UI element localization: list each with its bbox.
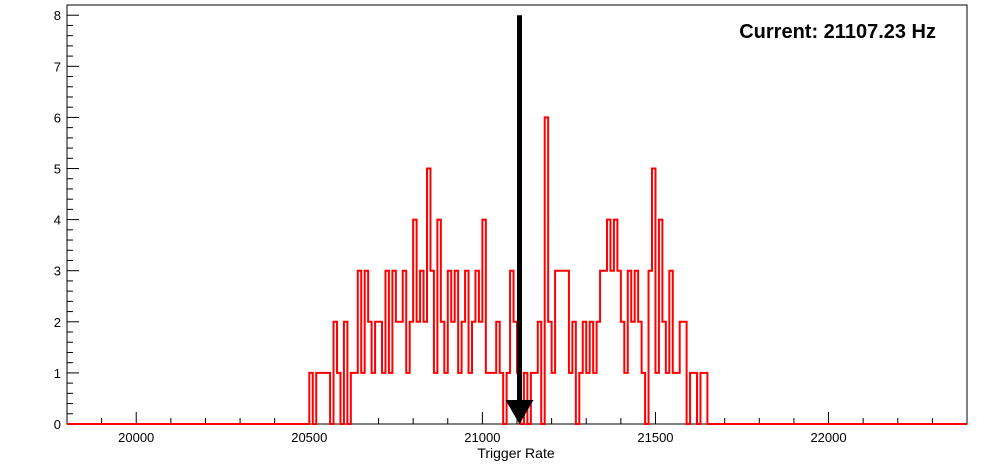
histogram-bin (389, 373, 392, 424)
x-tick-label: 21000 (464, 430, 500, 445)
histogram-bin (676, 373, 679, 424)
histogram-bin (604, 271, 607, 424)
histogram-bin (673, 373, 676, 424)
histogram-series (67, 116, 967, 425)
axes: 20000 20500 21000 21500 22000 0 1 2 3 4 5 6 7 8 (54, 8, 968, 445)
histogram-bin (323, 373, 326, 424)
y-tick-label: 5 (54, 162, 61, 177)
histogram-bin (655, 373, 658, 424)
x-tick-label: 20500 (291, 430, 327, 445)
histogram-bin (396, 322, 399, 424)
histogram-bin (489, 373, 492, 424)
arrow-head (505, 400, 534, 424)
y-tick-label: 3 (54, 264, 61, 279)
x-tick-label: 20000 (118, 430, 154, 445)
histogram-bin (534, 373, 537, 424)
y-tick-label: 4 (54, 213, 61, 228)
histogram-bin (399, 322, 402, 424)
histogram-bin (610, 271, 613, 424)
data-series (67, 116, 967, 425)
histogram-bin (424, 322, 427, 424)
histogram-bin (552, 373, 555, 424)
histogram-bin (493, 373, 496, 424)
histogram-bin (479, 322, 482, 424)
histogram-bin (569, 373, 572, 424)
histogram-bin (417, 322, 420, 424)
histogram-bin (469, 373, 472, 424)
histogram-bin (434, 373, 437, 424)
histogram-bin (562, 271, 565, 424)
histogram-bin (444, 373, 447, 424)
y-tick-label: 2 (54, 315, 61, 330)
y-tick-label: 0 (54, 417, 61, 432)
y-tick-label: 8 (54, 8, 61, 23)
histogram-bin (586, 373, 589, 424)
histogram-bin (559, 271, 562, 424)
y-tick-label: 6 (54, 110, 61, 125)
histogram-bin (406, 373, 409, 424)
histogram-bin (361, 373, 364, 424)
x-tick-label: 21500 (637, 430, 673, 445)
histogram-bin (382, 373, 385, 424)
histogram-bin (593, 373, 596, 424)
histogram-bin (320, 373, 323, 424)
x-tick-label: 22000 (810, 430, 846, 445)
histogram-bin (372, 373, 375, 424)
histogram-bin (631, 322, 634, 424)
y-tick-label: 1 (54, 366, 61, 381)
histogram-bin (354, 373, 357, 424)
histogram-bin (451, 322, 454, 424)
current-rate-arrow (505, 15, 534, 424)
x-axis-label: Trigger Rate (477, 445, 555, 461)
current-rate-annotation: Current: 21107.23 Hz (739, 21, 936, 43)
histogram-bin (666, 373, 669, 424)
histogram-bin (624, 373, 627, 424)
y-tick-label: 7 (54, 59, 61, 74)
histogram-bin (486, 373, 489, 424)
histogram-bin (458, 373, 461, 424)
